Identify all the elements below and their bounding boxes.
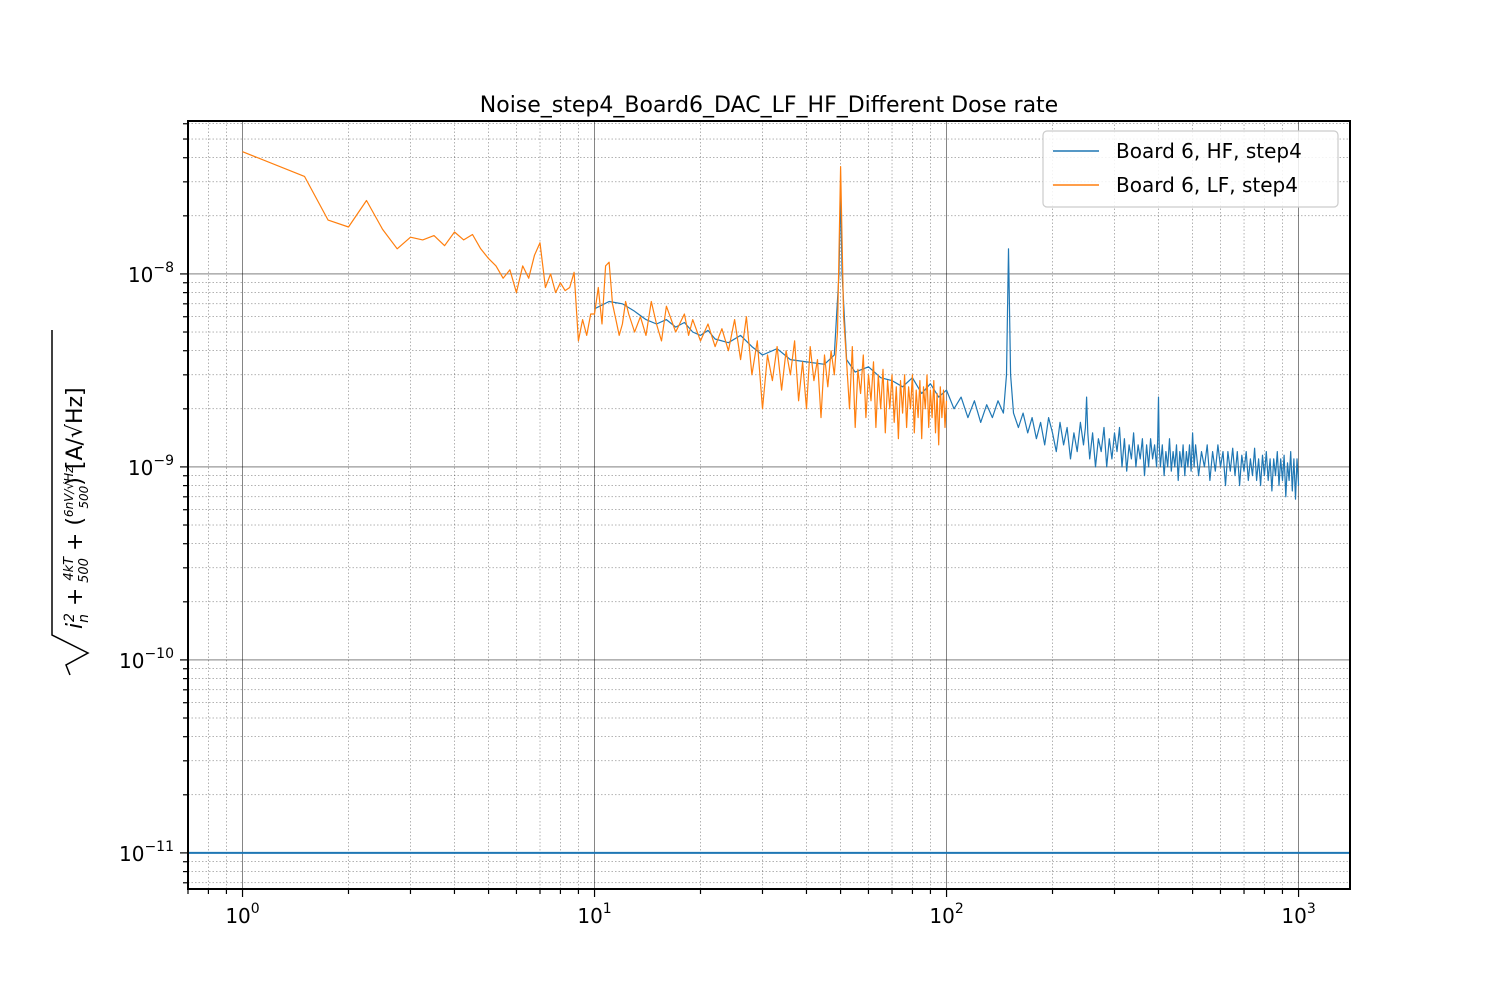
ticks-layer: 100 101 102 103 10−11 10−10 10−9 10−8	[119, 123, 1316, 928]
plot-frame	[187, 120, 1351, 890]
x-tick-label: 103	[1281, 901, 1315, 928]
series-line-lf	[242, 151, 948, 446]
y-tick-label: 10−8	[128, 260, 174, 287]
series-line-hf	[594, 187, 1300, 500]
chart-title: Noise_step4_Board6_DAC_LF_HF_Different D…	[480, 93, 1058, 118]
legend-label-lf: Board 6, LF, step4	[1116, 173, 1298, 197]
legend-box	[1042, 130, 1339, 208]
y-axis-label: in2 + 4kT500 + (6nV/√Hz500)[A/√Hz]	[51, 330, 92, 676]
y-tick-label: 10−9	[128, 453, 174, 480]
x-tick-label: 101	[577, 901, 611, 928]
x-tick-label: 102	[929, 901, 963, 928]
y-tick-label: 10−11	[119, 839, 174, 866]
legend-label-hf: Board 6, HF, step4	[1116, 139, 1302, 163]
y-tick-label: 10−10	[119, 646, 174, 673]
minor-grid	[187, 121, 1350, 889]
legend: Board 6, HF, step4 Board 6, LF, step4	[1042, 130, 1339, 208]
y-axis-label-text: in2 + 4kT500 + (6nV/√Hz500)[A/√Hz]	[62, 387, 92, 629]
series-layer	[188, 151, 1350, 854]
sqrt-sign	[51, 330, 90, 676]
x-tick-label: 100	[225, 901, 259, 928]
